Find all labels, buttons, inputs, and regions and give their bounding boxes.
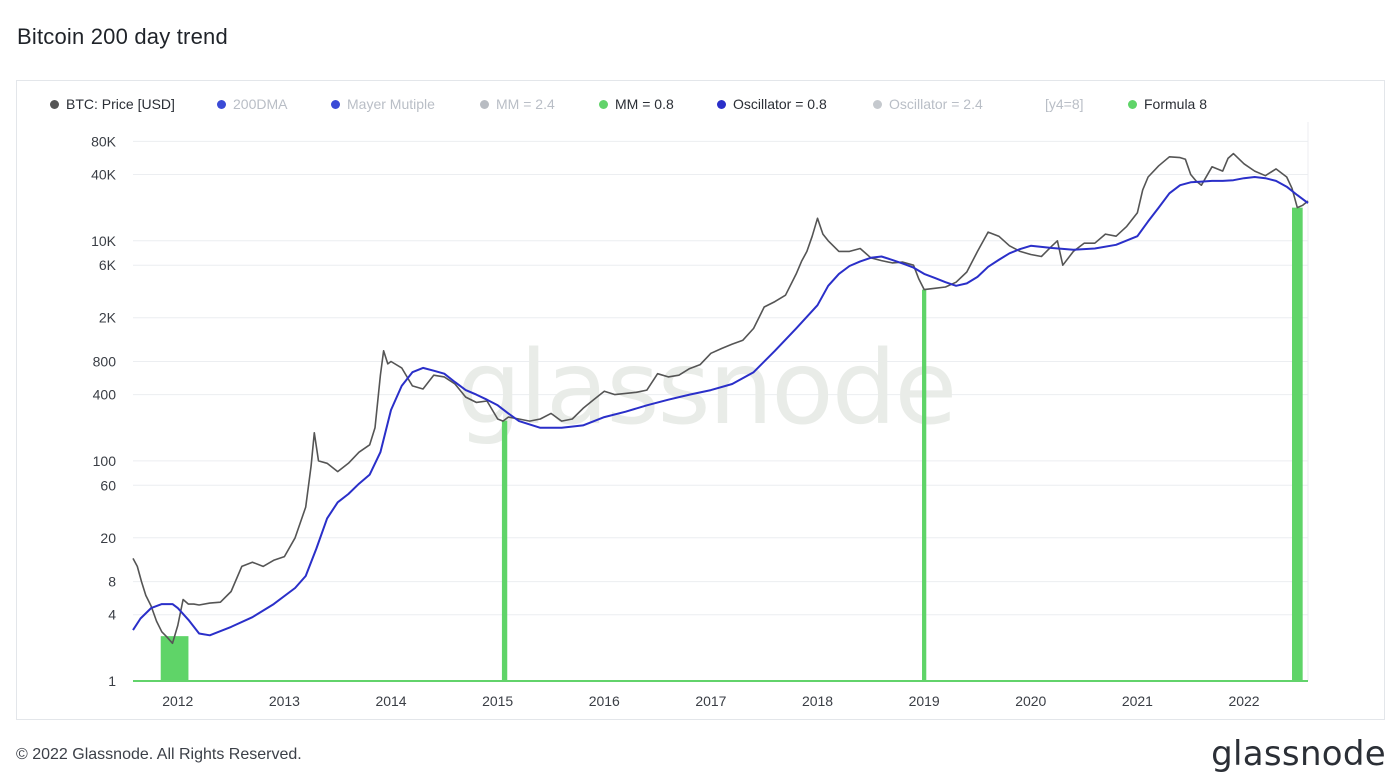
legend-label: 200DMA bbox=[233, 96, 288, 112]
legend-dot-icon bbox=[331, 99, 340, 109]
legend-dot-icon bbox=[480, 99, 489, 109]
copyright-text: © 2022 Glassnode. All Rights Reserved. bbox=[16, 746, 302, 763]
legend-dot-icon bbox=[50, 99, 59, 109]
y-tick-label: 40K bbox=[91, 167, 117, 183]
x-tick-label: 2015 bbox=[482, 693, 513, 709]
legend-dot-icon bbox=[1128, 99, 1137, 109]
legend-label: Oscillator = 0.8 bbox=[733, 96, 827, 112]
legend-item-8[interactable]: Formula 8 bbox=[1128, 96, 1207, 112]
y-tick-label: 6K bbox=[99, 257, 117, 273]
formula-8-bar bbox=[922, 289, 927, 681]
formula-8-bar bbox=[1292, 207, 1303, 681]
x-tick-label: 2016 bbox=[589, 693, 620, 709]
legend-label: [y4=8] bbox=[1045, 96, 1084, 112]
legend-item-5[interactable]: Oscillator = 0.8 bbox=[717, 96, 827, 112]
y-tick-label: 2K bbox=[99, 310, 117, 326]
x-tick-label: 2021 bbox=[1122, 693, 1153, 709]
x-tick-label: 2022 bbox=[1228, 693, 1259, 709]
y-tick-label: 20 bbox=[100, 530, 116, 546]
legend-dot-icon bbox=[873, 99, 882, 109]
x-tick-label: 2017 bbox=[695, 693, 726, 709]
y-tick-label: 60 bbox=[100, 477, 116, 493]
btc-price-line bbox=[132, 152, 1309, 645]
legend-dot-icon bbox=[217, 99, 226, 109]
legend-label: MM = 0.8 bbox=[615, 96, 674, 112]
legend-item-4[interactable]: MM = 0.8 bbox=[599, 96, 674, 112]
y-tick-label: 4 bbox=[108, 607, 116, 623]
page-title: Bitcoin 200 day trend bbox=[17, 24, 228, 49]
legend-item-3[interactable]: MM = 2.4 bbox=[480, 96, 555, 112]
legend-label: Oscillator = 2.4 bbox=[889, 96, 983, 112]
y-tick-label: 400 bbox=[93, 387, 117, 403]
y-tick-label: 800 bbox=[93, 353, 117, 369]
legend-label: MM = 2.4 bbox=[496, 96, 555, 112]
x-tick-label: 2018 bbox=[802, 693, 833, 709]
legend-label: Formula 8 bbox=[1144, 96, 1208, 112]
x-tick-label: 2012 bbox=[162, 693, 193, 709]
legend-dot-icon bbox=[599, 99, 608, 109]
legend-label: BTC: Price [USD] bbox=[66, 96, 175, 112]
watermark-text: glassnode bbox=[457, 329, 955, 448]
x-tick-label: 2013 bbox=[269, 693, 300, 709]
legend-item-6[interactable]: Oscillator = 2.4 bbox=[873, 96, 983, 112]
legend-item-7[interactable]: [y4=8] bbox=[1045, 96, 1084, 112]
y-tick-label: 1 bbox=[108, 673, 116, 689]
y-tick-label: 8 bbox=[108, 574, 116, 590]
x-tick-label: 2020 bbox=[1015, 693, 1046, 709]
formula-8-bar bbox=[160, 636, 189, 681]
legend-item-0[interactable]: BTC: Price [USD] bbox=[50, 96, 175, 112]
legend-item-1[interactable]: 200DMA bbox=[217, 96, 287, 112]
chart-panel bbox=[16, 80, 1385, 720]
x-tick-label: 2019 bbox=[909, 693, 940, 709]
y-tick-label: 100 bbox=[93, 453, 117, 469]
series-lines-layer bbox=[132, 152, 1309, 645]
formula-bars-layer bbox=[133, 207, 1308, 682]
legend-label: Mayer Mutiple bbox=[347, 96, 435, 112]
oscillator-line bbox=[132, 176, 1309, 637]
glassnode-logo: glassnode bbox=[1211, 734, 1386, 774]
x-tick-label: 2014 bbox=[375, 693, 406, 709]
formula-8-bar bbox=[501, 420, 508, 681]
y-tick-label: 10K bbox=[91, 233, 117, 249]
axis-layer: 80K 40K 10K 6K 2K 800 400 100 60 20 8 4 1 2012 2013 201… bbox=[91, 133, 1260, 709]
legend-item-2[interactable]: Mayer Mutiple bbox=[331, 96, 435, 112]
legend-dot-icon bbox=[717, 99, 726, 109]
y-tick-label: 80K bbox=[91, 133, 117, 149]
